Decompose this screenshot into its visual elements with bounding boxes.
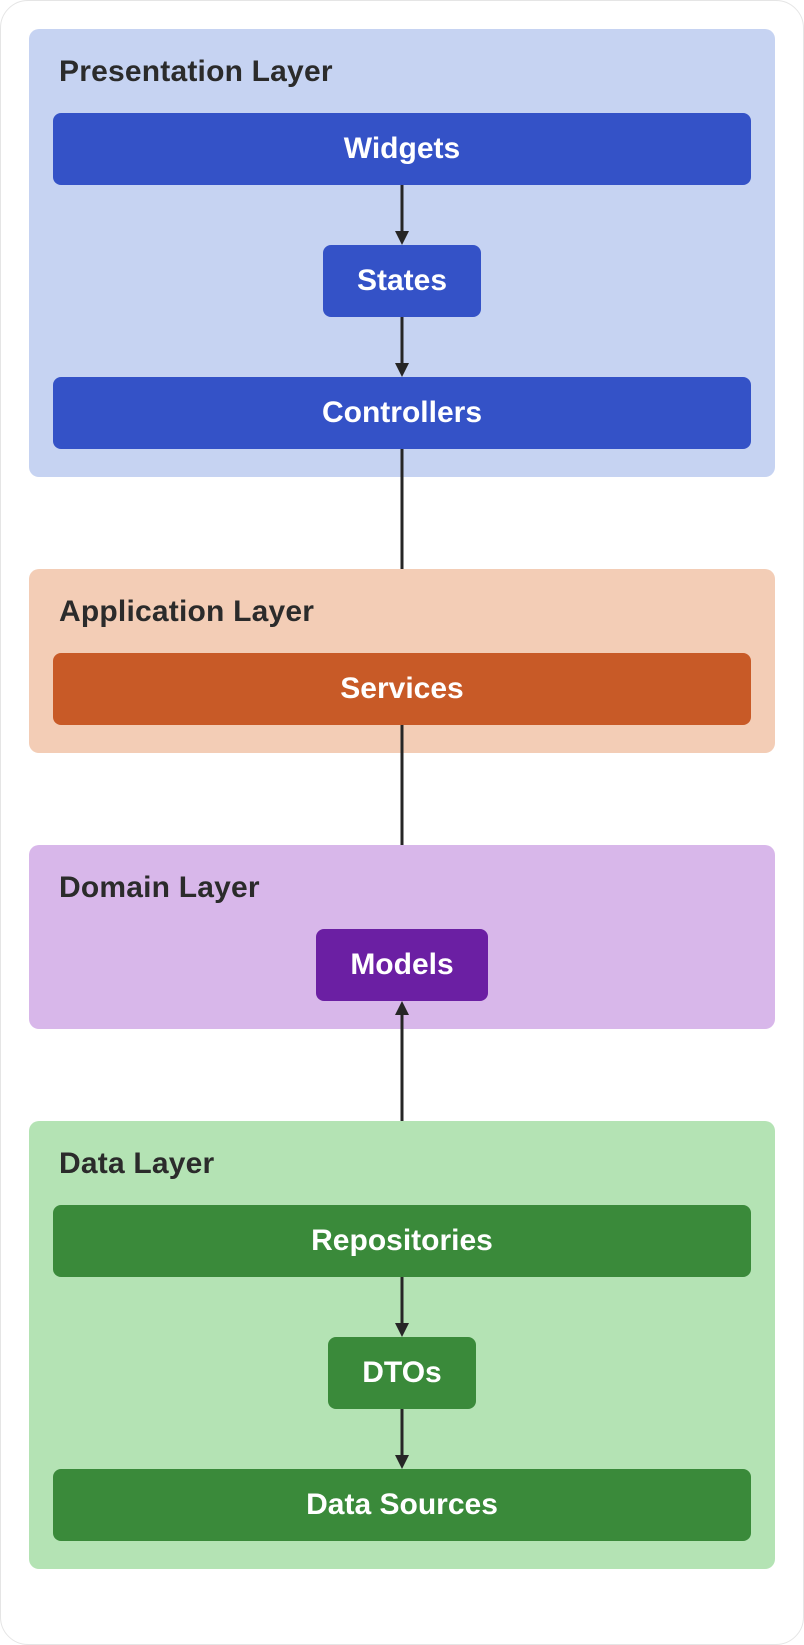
presentation-layer-title: Presentation Layer — [59, 55, 751, 89]
repositories-node: Repositories — [53, 1205, 751, 1277]
widgets-node: Widgets — [53, 113, 751, 185]
services-node: Services — [53, 653, 751, 725]
arrow-widgets-states — [53, 185, 751, 245]
arrow-repositories-models — [29, 1029, 775, 1121]
domain-layer-title: Domain Layer — [59, 871, 751, 905]
presentation-layer: Presentation Layer Widgets States Contro… — [29, 29, 775, 477]
dtos-node: DTOs — [328, 1337, 475, 1409]
data-layer-title: Data Layer — [59, 1147, 751, 1181]
application-layer-title: Application Layer — [59, 595, 751, 629]
architecture-diagram: Presentation Layer Widgets States Contro… — [0, 0, 804, 1645]
arrow-states-controllers — [53, 317, 751, 377]
arrow-controllers-services — [29, 477, 775, 569]
models-node: Models — [316, 929, 487, 1001]
arrow-repositories-dtos — [53, 1277, 751, 1337]
arrow-services-models — [29, 753, 775, 845]
data-layer: Data Layer Repositories DTOs Data Source… — [29, 1121, 775, 1569]
states-node: States — [323, 245, 481, 317]
controllers-node: Controllers — [53, 377, 751, 449]
arrow-dtos-datasources — [53, 1409, 751, 1469]
datasources-node: Data Sources — [53, 1469, 751, 1541]
